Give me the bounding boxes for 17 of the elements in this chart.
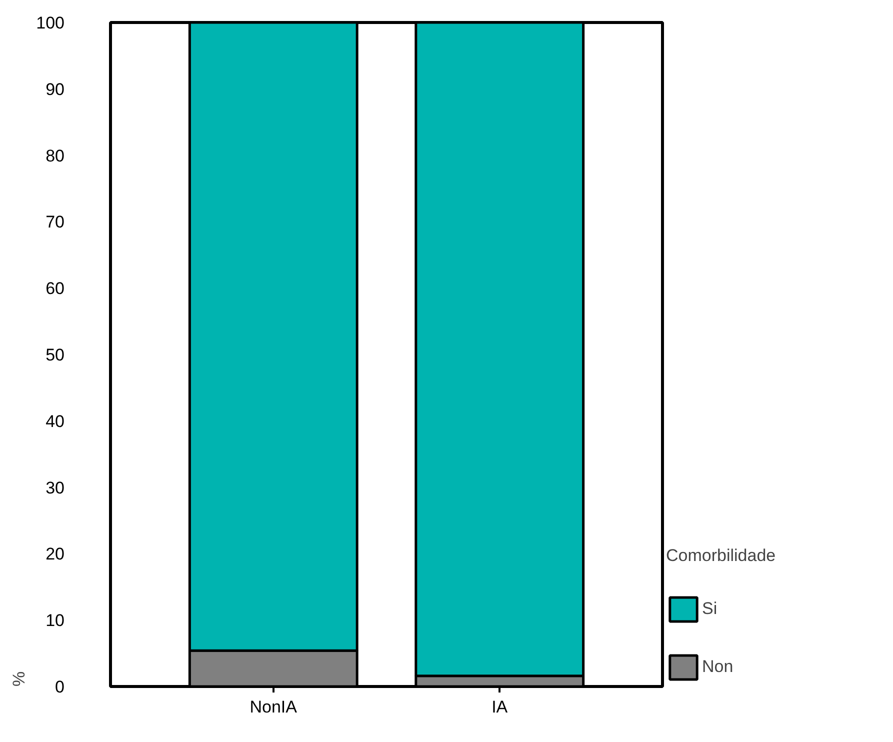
x-tick-label: NonIA (250, 698, 298, 716)
y-tick-label: 30 (46, 478, 65, 498)
y-tick-label: 10 (46, 611, 65, 630)
y-tick-label: 100 (36, 14, 65, 32)
y-axis-title: % (10, 671, 28, 686)
y-tick-label: 20 (46, 544, 65, 564)
legend-label: Si (702, 598, 718, 620)
x-tick-label: IA (492, 698, 508, 716)
y-tick-label: 70 (46, 212, 65, 232)
y-tick-label: 50 (46, 346, 65, 364)
y-tick-label: 60 (46, 279, 65, 298)
y-tick-label: 0 (55, 678, 65, 696)
y-tick-label: 90 (46, 80, 65, 99)
legend-label: Non (702, 656, 734, 678)
y-tick-label: 80 (46, 146, 65, 166)
legend-title: Comorbilidade (666, 546, 776, 566)
y-tick-label: 40 (46, 412, 65, 431)
